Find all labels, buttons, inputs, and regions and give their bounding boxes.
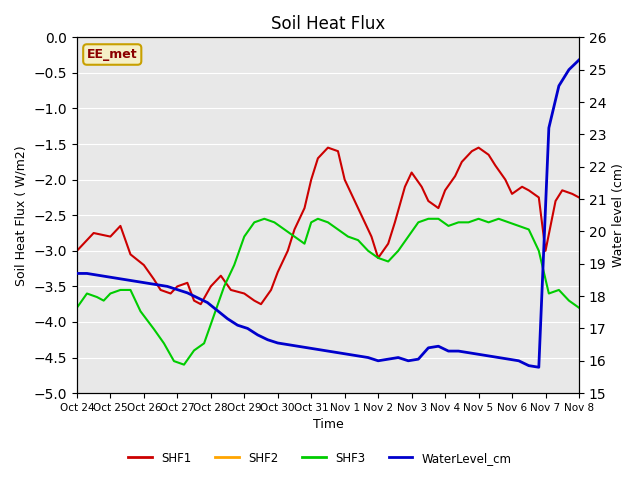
Text: EE_met: EE_met [87,48,138,61]
X-axis label: Time: Time [312,419,343,432]
Title: Soil Heat Flux: Soil Heat Flux [271,15,385,33]
Y-axis label: Water level (cm): Water level (cm) [612,163,625,267]
Y-axis label: Soil Heat Flux ( W/m2): Soil Heat Flux ( W/m2) [15,145,28,286]
Legend: SHF1, SHF2, SHF3, WaterLevel_cm: SHF1, SHF2, SHF3, WaterLevel_cm [124,447,516,469]
